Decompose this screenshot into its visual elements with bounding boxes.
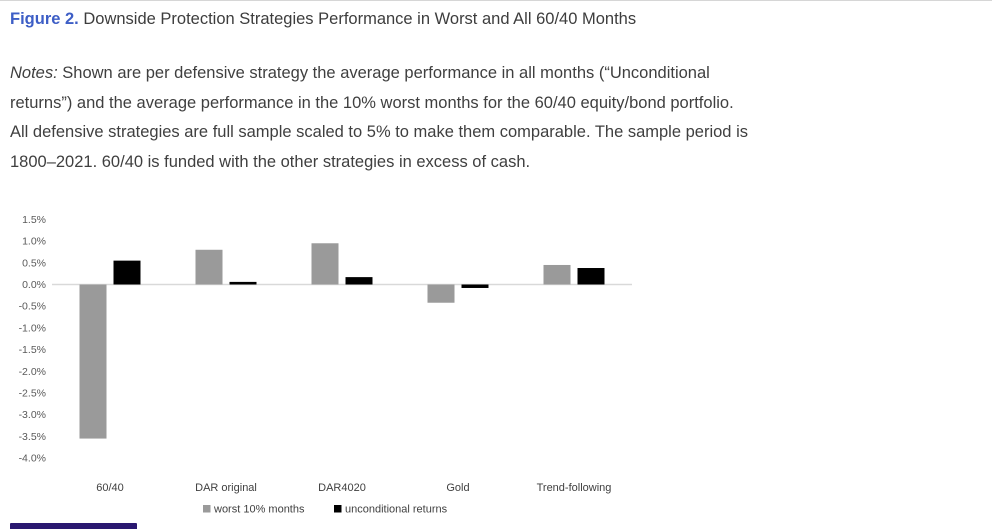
y-tick-label: -1.0% bbox=[19, 322, 46, 334]
partial-button[interactable] bbox=[10, 523, 137, 529]
notes-line-1: Notes: Shown are per defensive strategy … bbox=[10, 59, 960, 89]
x-category-label-trend-following: Trend-following bbox=[537, 482, 612, 494]
legend-swatch-worst-10-months bbox=[203, 505, 211, 513]
bar-unconditional-returns-dar-original bbox=[229, 281, 257, 285]
legend-swatch-unconditional-returns bbox=[334, 505, 342, 513]
bar-unconditional-returns-dar4020 bbox=[345, 277, 373, 285]
bar-unconditional-returns-gold bbox=[461, 284, 489, 288]
bar-worst-10-months-trend-following bbox=[543, 264, 571, 285]
figure-title: Downside Protection Strategies Performan… bbox=[83, 10, 637, 28]
y-tick-label: -4.0% bbox=[19, 453, 46, 465]
y-tick-label: 1.5% bbox=[22, 214, 46, 226]
notes-line-4: 1800–2021. 60/40 is funded with the othe… bbox=[10, 152, 531, 171]
bar-unconditional-returns-trend-following bbox=[577, 268, 605, 285]
legend-label-unconditional-returns: unconditional returns bbox=[345, 504, 448, 516]
y-tick-label: -0.5% bbox=[19, 301, 46, 313]
bar-worst-10-months-dar4020 bbox=[311, 243, 339, 285]
x-category-label-gold: Gold bbox=[446, 482, 469, 494]
bar-worst-10-months-60-40 bbox=[79, 284, 107, 439]
notes-label: Notes: bbox=[10, 64, 58, 82]
y-tick-label: -2.5% bbox=[19, 388, 46, 400]
y-tick-label: -2.0% bbox=[19, 366, 46, 378]
notes-line-3: All defensive strategies are full sample… bbox=[10, 123, 748, 142]
x-category-label-dar-original: DAR original bbox=[195, 482, 257, 494]
bar-unconditional-returns-60-40 bbox=[113, 260, 141, 285]
y-tick-label: -1.5% bbox=[19, 344, 46, 356]
y-tick-label: 1.0% bbox=[22, 236, 46, 248]
bar-worst-10-months-dar-original bbox=[195, 249, 223, 285]
x-category-label-60-40: 60/40 bbox=[96, 482, 124, 494]
y-tick-label: -3.0% bbox=[19, 409, 46, 421]
y-tick-label: -3.5% bbox=[19, 431, 46, 443]
x-category-label-dar4020: DAR4020 bbox=[318, 482, 366, 494]
bar-worst-10-months-gold bbox=[427, 284, 455, 303]
notes-line-2: returns”) and the average performance in… bbox=[10, 93, 734, 112]
figure-label: Figure 2. bbox=[10, 10, 79, 28]
figure-caption: Figure 2. Downside Protection Strategies… bbox=[10, 10, 636, 29]
figure-notes: Notes: Shown are per defensive strategy … bbox=[10, 59, 960, 177]
y-tick-label: 0.5% bbox=[22, 257, 46, 269]
y-tick-label: 0.0% bbox=[22, 279, 46, 291]
bar-chart: 1.5% 1.0% 0.5% 0.0% -0.5% -1.0% -1.5% -2.0% -2.5… bbox=[19, 214, 632, 516]
legend-label-worst-10-months: worst 10% months bbox=[213, 504, 305, 516]
notes-text-1: Shown are per defensive strategy the ave… bbox=[62, 64, 710, 82]
